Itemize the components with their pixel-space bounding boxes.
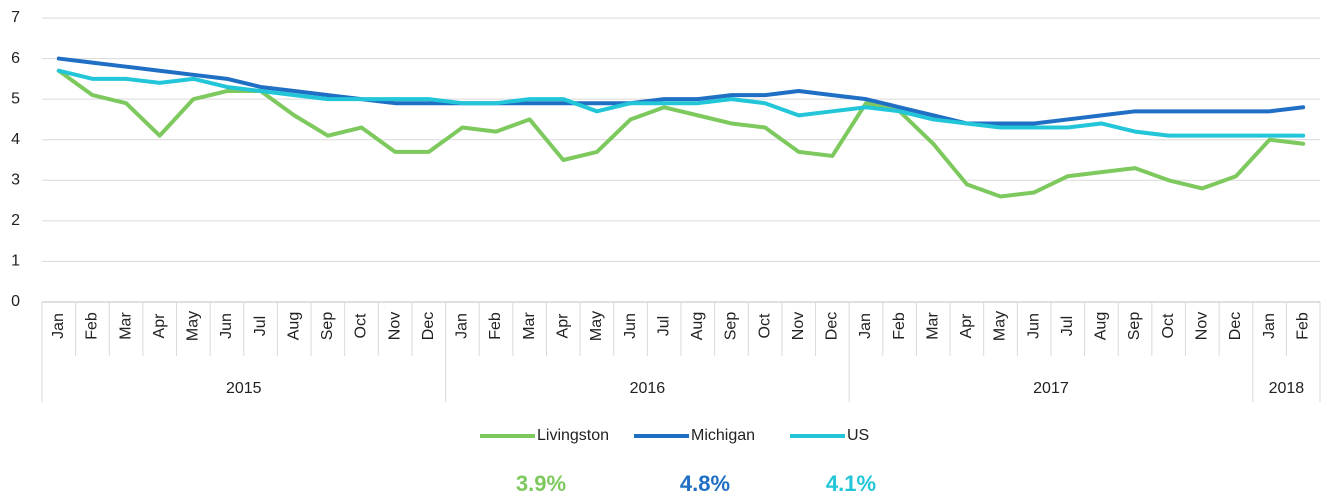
x-tick-label: Jul [252, 316, 269, 336]
year-label: 2016 [630, 380, 666, 397]
x-tick-label: Mar [117, 312, 134, 340]
summary-value: 4.8% [680, 471, 730, 496]
x-tick-label: Oct [756, 313, 773, 338]
x-tick-label: May [185, 311, 202, 341]
x-tick-label: Feb [487, 312, 504, 340]
summary-value: 4.1% [826, 471, 876, 496]
y-tick-label: 5 [11, 90, 20, 107]
y-tick-label: 3 [11, 172, 20, 189]
x-tick-label: May [588, 311, 605, 341]
x-tick-label: Dec [420, 312, 437, 340]
year-label: 2015 [226, 380, 262, 397]
legend-label: US [847, 427, 869, 444]
x-tick-label: Oct [353, 313, 370, 338]
x-tick-label: Apr [151, 313, 168, 339]
x-tick-label: Jan [454, 313, 471, 339]
x-tick-label: Apr [958, 313, 975, 339]
year-label: 2017 [1033, 380, 1069, 397]
year-label: 2018 [1269, 380, 1305, 397]
series-line [56, 68, 1306, 199]
x-tick-label: Feb [891, 312, 908, 340]
x-tick-label: Aug [689, 312, 706, 340]
x-tick-label: Sep [1126, 312, 1143, 341]
x-tick-label: Mar [521, 312, 538, 340]
series-line [56, 56, 1306, 126]
x-tick-label: Feb [1294, 312, 1311, 340]
x-tick-label: Nov [1194, 312, 1211, 340]
y-tick-label: 6 [11, 50, 20, 67]
x-tick-label: Nov [790, 312, 807, 340]
x-tick-label: Feb [84, 312, 101, 340]
x-tick-label: Jun [1025, 313, 1042, 339]
y-tick-label: 4 [11, 131, 20, 148]
x-tick-label: Jun [218, 313, 235, 339]
x-tick-label: Sep [319, 312, 336, 341]
y-tick-label: 0 [11, 293, 20, 310]
x-tick-label: May [992, 311, 1009, 341]
x-tick-label: Sep [723, 312, 740, 341]
x-tick-label: Apr [555, 313, 572, 339]
y-tick-label: 2 [11, 212, 20, 229]
x-tick-label: Aug [1093, 312, 1110, 340]
x-tick-label: Aug [285, 312, 302, 340]
x-tick-label: Oct [1160, 313, 1177, 338]
legend-label: Livingston [537, 427, 609, 444]
x-tick-label: Jul [1059, 316, 1076, 336]
x-tick-label: Jun [622, 313, 639, 339]
y-tick-label: 1 [11, 253, 20, 270]
summary-value: 3.9% [516, 471, 566, 496]
legend-label: Michigan [691, 427, 755, 444]
x-tick-label: Dec [824, 312, 841, 340]
x-tick-label: Nov [386, 312, 403, 340]
x-tick-label: Jan [50, 313, 67, 339]
x-tick-label: Jul [655, 316, 672, 336]
x-tick-label: Dec [1227, 312, 1244, 340]
series-line [56, 68, 1306, 138]
y-tick-label: 7 [11, 9, 20, 26]
x-tick-label: Jan [1261, 313, 1278, 339]
x-tick-label: Jan [857, 313, 874, 339]
x-tick-label: Mar [924, 312, 941, 340]
